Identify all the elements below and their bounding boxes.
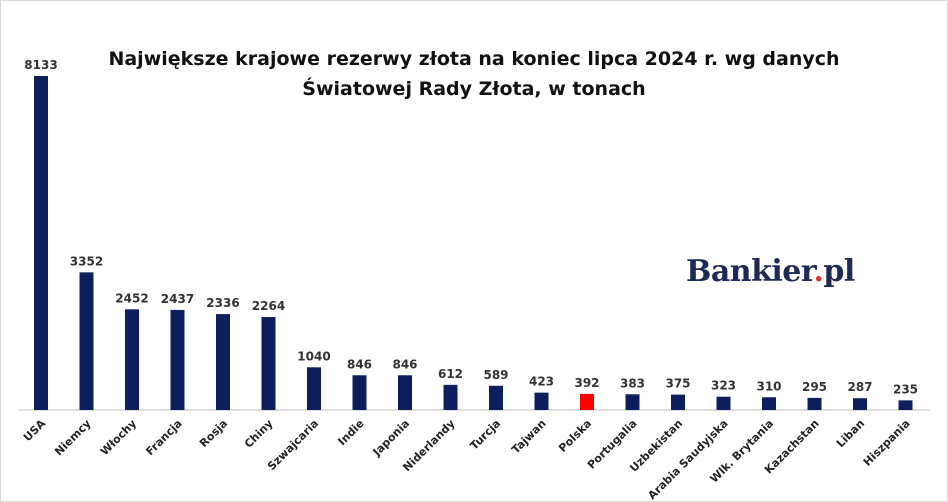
bar-wlk-brytania xyxy=(762,397,776,410)
bar-kazachstan xyxy=(807,397,822,410)
data-label-rosja: 2336 xyxy=(206,296,239,310)
data-label-niemcy: 3352 xyxy=(70,254,103,268)
category-label-rosja: Rosja xyxy=(197,417,230,450)
category-label-arabia-saudyjska: Arabia Saudyjska xyxy=(645,417,730,502)
data-label-portugalia: 383 xyxy=(620,376,645,390)
category-label-chiny: Chiny xyxy=(242,417,276,451)
category-label-wlochy: Włochy xyxy=(98,417,139,458)
category-label-indie: Indie xyxy=(335,417,366,448)
category-label-usa: USA xyxy=(21,417,48,444)
data-label-usa: 8133 xyxy=(24,58,57,72)
data-label-szwajcaria: 1040 xyxy=(297,349,330,363)
logo-dot: . xyxy=(813,254,824,289)
bar-polska xyxy=(580,393,594,410)
bar-japonia xyxy=(398,375,412,410)
category-label-polska: Polska xyxy=(556,417,594,455)
data-label-wlk-brytania: 310 xyxy=(756,379,781,393)
category-label-francja: Francja xyxy=(143,417,184,458)
data-label-liban: 287 xyxy=(847,380,872,394)
bar-turcja xyxy=(489,385,503,410)
data-label-wlochy: 2452 xyxy=(115,291,148,305)
data-label-polska: 392 xyxy=(574,376,599,390)
category-label-hiszpania: Hiszpania xyxy=(861,417,913,469)
bar-liban xyxy=(853,398,867,410)
category-label-niemcy: Niemcy xyxy=(52,417,93,458)
bar-hiszpania xyxy=(898,400,913,410)
category-label-japonia: Japonia xyxy=(370,417,412,459)
chart-title-line-1: Największe krajowe rezerwy złota na koni… xyxy=(108,48,840,70)
data-label-uzbekistan: 375 xyxy=(665,377,690,391)
bar-tajwan xyxy=(534,392,549,410)
chart-title: Największe krajowe rezerwy złota na koni… xyxy=(0,44,948,104)
data-label-kazachstan: 295 xyxy=(802,380,827,394)
bar-niemcy xyxy=(79,272,94,410)
bar-usa xyxy=(34,76,48,410)
data-label-chiny: 2264 xyxy=(252,299,285,313)
bankier-logo: Bankier.pl xyxy=(686,254,855,289)
bar-portugalia xyxy=(625,394,640,410)
bar-arabia-saudyjska xyxy=(716,396,731,410)
data-label-indie: 846 xyxy=(347,357,372,371)
data-label-arabia-saudyjska: 323 xyxy=(711,379,736,393)
data-label-tajwan: 423 xyxy=(529,375,554,389)
chart-title-line-2: Światowej Rady Złota, w tonach xyxy=(302,78,646,100)
data-label-francja: 2437 xyxy=(161,292,194,306)
bar-francja xyxy=(170,309,185,410)
category-label-liban: Liban xyxy=(834,417,867,450)
data-label-turcja: 589 xyxy=(483,368,508,382)
logo-name: Bankier xyxy=(686,254,814,289)
bar-niderlandy xyxy=(443,384,458,410)
bar-wlochy xyxy=(125,309,139,410)
data-label-japonia: 846 xyxy=(392,357,417,371)
data-label-niderlandy: 612 xyxy=(438,367,463,381)
bar-szwajcaria xyxy=(307,367,321,410)
bar-chiny xyxy=(261,317,276,410)
data-label-hiszpania: 235 xyxy=(893,382,918,396)
logo-suffix: pl xyxy=(823,254,855,289)
bar-rosja xyxy=(216,314,230,410)
bar-indie xyxy=(352,375,367,410)
bar-uzbekistan xyxy=(671,394,685,410)
category-label-turcja: Turcja xyxy=(468,417,504,453)
category-label-tajwan: Tajwan xyxy=(509,417,548,456)
